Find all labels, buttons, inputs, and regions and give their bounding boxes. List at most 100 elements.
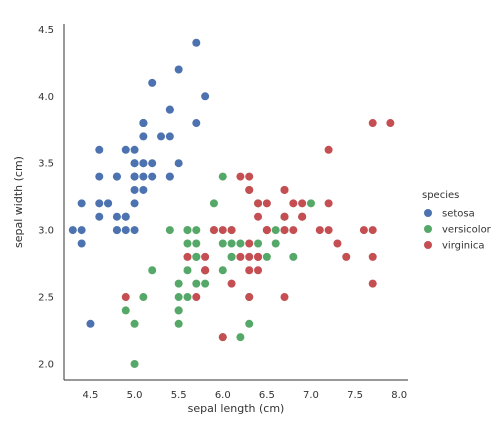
- data-point-setosa: [165, 172, 174, 181]
- data-point-setosa: [77, 199, 86, 208]
- data-point-virginica: [254, 199, 263, 208]
- data-point-versicolor: [209, 199, 218, 208]
- data-point-versicolor: [192, 252, 201, 261]
- data-point-setosa: [148, 159, 157, 168]
- data-point-virginica: [245, 293, 254, 302]
- data-point-setosa: [148, 78, 157, 87]
- legend-label-versicolor: versicolor: [442, 225, 492, 236]
- data-point-versicolor: [236, 333, 245, 342]
- legend: species setosa versicolor virginica: [422, 190, 492, 252]
- data-point-virginica: [236, 252, 245, 261]
- data-point-virginica: [280, 293, 289, 302]
- data-point-virginica: [298, 212, 307, 221]
- y-tick-label: 2.5: [38, 293, 54, 304]
- data-point-setosa: [77, 239, 86, 248]
- data-point-setosa: [95, 172, 104, 181]
- legend-marker-setosa: [424, 209, 432, 217]
- data-point-versicolor: [236, 239, 245, 248]
- data-point-virginica: [315, 226, 324, 235]
- data-point-setosa: [174, 65, 183, 74]
- data-point-virginica: [289, 226, 298, 235]
- x-tick-label: 6.0: [215, 390, 231, 401]
- y-axis-label: sepal width (cm): [12, 156, 25, 248]
- data-point-setosa: [112, 172, 121, 181]
- data-point-virginica: [262, 226, 271, 235]
- data-point-versicolor: [306, 199, 315, 208]
- data-point-versicolor: [174, 319, 183, 328]
- data-point-virginica: [280, 185, 289, 194]
- data-point-setosa: [86, 319, 95, 328]
- data-point-versicolor: [254, 239, 263, 248]
- data-point-virginica: [280, 212, 289, 221]
- data-point-setosa: [130, 199, 139, 208]
- data-point-virginica: [280, 226, 289, 235]
- data-point-virginica: [254, 252, 263, 261]
- x-tick-label: 7.0: [303, 390, 319, 401]
- data-point-virginica: [209, 226, 218, 235]
- data-point-setosa: [130, 172, 139, 181]
- x-tick-label: 6.5: [259, 390, 275, 401]
- data-point-setosa: [192, 119, 201, 128]
- data-point-setosa: [139, 159, 148, 168]
- data-point-virginica: [236, 172, 245, 181]
- data-point-versicolor: [130, 319, 139, 328]
- x-tick-label: 4.5: [83, 390, 99, 401]
- data-point-setosa: [130, 226, 139, 235]
- data-point-virginica: [227, 279, 236, 288]
- y-tick-label: 2.0: [38, 359, 54, 370]
- data-point-versicolor: [227, 239, 236, 248]
- data-point-versicolor: [201, 279, 210, 288]
- data-point-virginica: [227, 226, 236, 235]
- data-point-versicolor: [183, 226, 192, 235]
- data-point-virginica: [245, 252, 254, 261]
- legend-label-setosa: setosa: [442, 209, 475, 220]
- legend-label-virginica: virginica: [442, 241, 485, 252]
- data-point-setosa: [130, 159, 139, 168]
- data-point-setosa: [95, 145, 104, 154]
- data-point-virginica: [368, 226, 377, 235]
- data-point-versicolor: [227, 252, 236, 261]
- series-setosa: [68, 38, 210, 328]
- data-point-setosa: [139, 185, 148, 194]
- data-point-setosa: [148, 172, 157, 181]
- data-point-versicolor: [218, 172, 227, 181]
- data-point-setosa: [157, 132, 166, 141]
- data-point-setosa: [77, 226, 86, 235]
- data-point-setosa: [121, 212, 130, 221]
- y-tick-label: 3.5: [38, 159, 54, 170]
- data-point-virginica: [183, 252, 192, 261]
- data-point-virginica: [289, 199, 298, 208]
- data-point-virginica: [254, 266, 263, 275]
- data-point-versicolor: [218, 266, 227, 275]
- y-tick-label: 3.0: [38, 226, 54, 237]
- data-point-virginica: [201, 266, 210, 275]
- data-point-virginica: [386, 119, 395, 128]
- data-point-virginica: [368, 279, 377, 288]
- data-point-virginica: [218, 226, 227, 235]
- data-point-virginica: [324, 226, 333, 235]
- data-point-setosa: [121, 226, 130, 235]
- y-tick-label: 4.5: [38, 25, 54, 36]
- data-point-versicolor: [245, 319, 254, 328]
- y-tick-label: 4.0: [38, 92, 54, 103]
- data-point-setosa: [121, 145, 130, 154]
- data-point-setosa: [130, 185, 139, 194]
- data-point-versicolor: [183, 293, 192, 302]
- data-point-versicolor: [183, 239, 192, 248]
- data-point-versicolor: [289, 252, 298, 261]
- series-virginica: [121, 119, 395, 342]
- data-point-setosa: [95, 199, 104, 208]
- data-point-virginica: [298, 199, 307, 208]
- data-point-setosa: [192, 38, 201, 47]
- data-point-virginica: [245, 185, 254, 194]
- x-axis-ticks: 4.5 5.0 5.5 6.0 6.5 7.0 7.5 8.0: [83, 390, 408, 401]
- data-point-versicolor: [121, 306, 130, 315]
- legend-items: setosa versicolor virginica: [424, 209, 492, 252]
- y-axis-ticks: 2.0 2.5 3.0 3.5 4.0 4.5: [38, 25, 54, 371]
- data-point-setosa: [201, 92, 210, 101]
- data-point-versicolor: [183, 266, 192, 275]
- data-point-virginica: [359, 226, 368, 235]
- x-tick-label: 8.0: [391, 390, 407, 401]
- legend-marker-virginica: [424, 241, 432, 249]
